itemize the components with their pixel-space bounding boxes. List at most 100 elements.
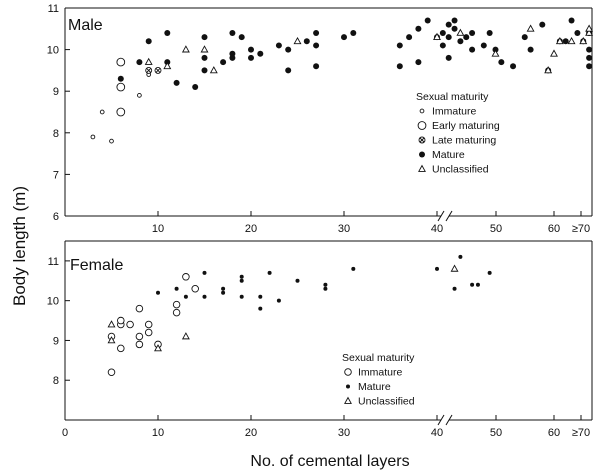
data-point-mature bbox=[164, 29, 171, 36]
data-point-mature bbox=[341, 34, 347, 41]
y-tick-label: 8 bbox=[53, 375, 59, 387]
data-point-mature bbox=[313, 29, 320, 36]
data-point-mature bbox=[415, 25, 422, 32]
data-point-mature bbox=[323, 282, 328, 287]
data-point-mature bbox=[229, 54, 236, 61]
data-point-mature bbox=[463, 34, 470, 41]
x-tick-label: 10 bbox=[152, 223, 164, 235]
data-point-mature bbox=[323, 286, 328, 291]
data-point-unclassified bbox=[491, 49, 500, 57]
data-point-mature bbox=[486, 29, 493, 36]
data-point-mature bbox=[285, 46, 292, 53]
panel-male: 6 7 8 9 10 11 10 20 30 40 50 60 ≥70 Male Sexual maturi… bbox=[47, 3, 594, 235]
legend-label-mature: Mature bbox=[358, 381, 391, 393]
axis-break-mark bbox=[445, 210, 453, 222]
data-point-mature bbox=[303, 38, 310, 45]
data-point-mature bbox=[435, 266, 439, 271]
data-point-mature bbox=[238, 34, 245, 41]
legend-marker-late-maturing bbox=[418, 136, 426, 144]
x-tick-label: 50 bbox=[490, 223, 502, 235]
legend-marker-mature bbox=[346, 384, 350, 389]
data-point-mature bbox=[257, 50, 264, 57]
data-point-mature bbox=[313, 63, 320, 70]
axis-break-mark bbox=[437, 414, 445, 426]
data-point-unclassified bbox=[555, 36, 564, 45]
data-point-mature bbox=[527, 46, 534, 53]
data-point-unclassified bbox=[181, 332, 190, 340]
data-point-mature bbox=[136, 59, 143, 66]
data-point-mature bbox=[469, 29, 476, 36]
data-point-immature bbox=[191, 284, 199, 293]
data-point-mature bbox=[221, 290, 226, 295]
legend-label-unclassified: Unclassified bbox=[358, 396, 415, 408]
data-point-immature bbox=[99, 109, 105, 115]
legend-title: Sexual maturity bbox=[416, 91, 489, 103]
x-tick-label: 0 bbox=[62, 427, 68, 439]
data-point-immature bbox=[117, 344, 125, 353]
y-tick-label: 9 bbox=[53, 335, 59, 347]
data-point-mature bbox=[229, 50, 236, 57]
data-point-immature bbox=[144, 328, 153, 337]
y-tick-label: 8 bbox=[53, 128, 59, 140]
data-point-unclassified bbox=[450, 264, 459, 272]
data-point-mature bbox=[568, 17, 575, 24]
data-point-unclassified bbox=[579, 36, 588, 45]
data-point-unclassified bbox=[585, 28, 594, 36]
data-point-mature bbox=[239, 274, 244, 279]
data-point-mature bbox=[521, 34, 528, 41]
legend-label-immature: Immature bbox=[358, 367, 403, 379]
x-tick-label: 40 bbox=[431, 223, 443, 235]
data-point-mature bbox=[396, 63, 403, 70]
legend-marker-immature bbox=[419, 108, 425, 114]
data-point-mature bbox=[415, 59, 422, 66]
data-point-immature bbox=[135, 304, 144, 313]
data-point-mature bbox=[586, 46, 593, 53]
data-point-immature bbox=[137, 93, 142, 98]
data-point-immature bbox=[182, 273, 190, 281]
data-point-mature bbox=[276, 298, 281, 303]
data-point-immature bbox=[172, 300, 181, 309]
data-point-mature bbox=[275, 42, 282, 49]
panel-title: Female bbox=[70, 257, 123, 274]
data-point-mature bbox=[510, 63, 517, 70]
legend-title: Sexual maturity bbox=[342, 352, 415, 364]
data-point-unclassified bbox=[293, 36, 302, 45]
data-point-unclassified bbox=[163, 61, 172, 70]
data-point-mature bbox=[445, 34, 452, 41]
y-tick-label: 10 bbox=[47, 296, 59, 308]
x-tick-label: ≥70 bbox=[572, 223, 590, 235]
legend-label-early-maturing: Early maturing bbox=[432, 120, 500, 132]
data-point-mature bbox=[451, 17, 458, 24]
data-point-mature bbox=[480, 42, 487, 49]
data-point-unclassified bbox=[181, 45, 190, 53]
data-point-immature bbox=[107, 368, 116, 377]
data-point-unclassified bbox=[107, 320, 116, 328]
data-point-mature bbox=[586, 63, 593, 70]
data-point-mature bbox=[313, 42, 320, 49]
data-point-mature bbox=[202, 270, 207, 275]
data-point-immature bbox=[109, 138, 114, 144]
data-point-mature bbox=[451, 25, 458, 32]
y-tick-label: 11 bbox=[48, 256, 59, 268]
data-point-mature bbox=[201, 67, 208, 74]
data-point-immature bbox=[144, 320, 153, 329]
data-point-early-maturing bbox=[116, 57, 126, 67]
data-point-mature bbox=[445, 54, 452, 61]
legend-label-unclassified: Unclassified bbox=[432, 164, 489, 176]
data-point-mature bbox=[350, 29, 357, 36]
data-point-mature bbox=[439, 29, 446, 36]
data-point-mature bbox=[351, 266, 356, 271]
x-tick-label: 60 bbox=[548, 427, 560, 439]
data-point-mature bbox=[285, 67, 292, 74]
data-point-mature bbox=[258, 306, 263, 311]
data-point-unclassified bbox=[433, 32, 441, 40]
data-point-mature bbox=[117, 75, 124, 82]
data-point-mature bbox=[424, 17, 431, 24]
data-point-immature bbox=[90, 134, 96, 140]
legend-label-immature: Immature bbox=[432, 106, 477, 118]
data-point-unclassified bbox=[544, 66, 553, 74]
legend-marker-mature bbox=[419, 151, 425, 158]
y-tick-label: 11 bbox=[48, 3, 59, 15]
data-point-immature bbox=[117, 316, 125, 325]
data-point-mature bbox=[220, 59, 227, 66]
